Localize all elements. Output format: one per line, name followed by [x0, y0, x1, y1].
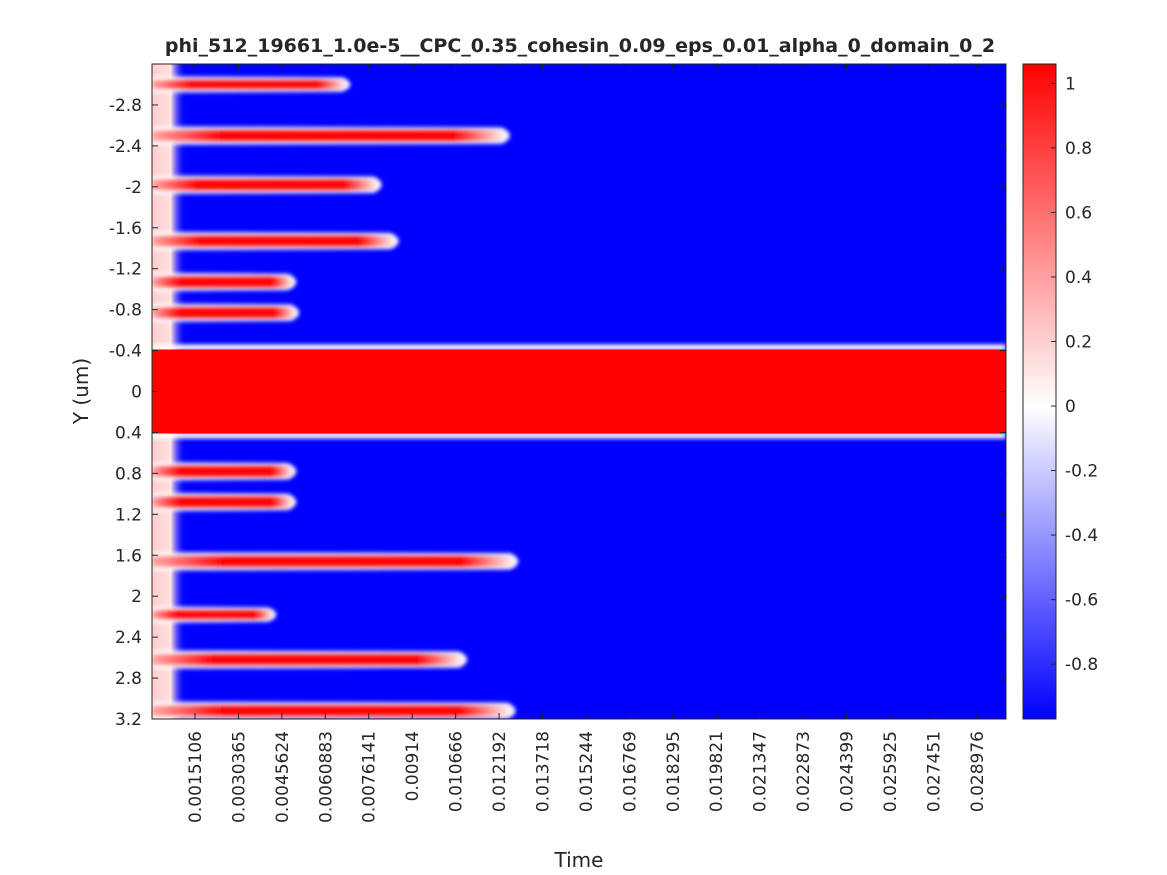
central-band-edge-top [152, 344, 1006, 351]
colorbar-tick-label: 0.2 [1065, 332, 1092, 352]
x-axis: 0.0015106 0.0030365 0.0045624 0.0060883 0.00… [186, 64, 988, 823]
y-tick-label: 2.4 [115, 628, 142, 648]
colorbar-tick-label: 0.8 [1065, 139, 1092, 159]
y-tick-label: -0.8 [109, 301, 142, 321]
decaying-red-stripe [152, 130, 507, 141]
y-tick-label: 1.2 [115, 505, 142, 525]
x-tick-label: 0.0030365 [229, 731, 249, 823]
x-tick-label: 0.018295 [664, 731, 684, 812]
x-tick-label: 0.0045624 [273, 731, 293, 823]
colorbar-gradient [1022, 63, 1057, 720]
x-axis-label: Time [554, 848, 604, 872]
y-tick-label: -0.4 [109, 342, 142, 362]
x-tick-label: 0.015244 [577, 731, 597, 812]
central-red-band [152, 349, 1006, 434]
decaying-red-stripe [152, 610, 274, 619]
colorbar-tick-label: -0.2 [1065, 462, 1098, 482]
x-tick-label: 0.022873 [794, 731, 814, 812]
decaying-red-stripe [152, 179, 379, 190]
x-tick-label: 0.013718 [534, 731, 554, 812]
x-tick-label: 0.019821 [707, 731, 727, 812]
decaying-red-stripe [152, 466, 294, 477]
decaying-red-stripe [152, 654, 465, 665]
y-tick-label: -2.8 [109, 96, 142, 116]
y-tick-label: -2.4 [109, 137, 142, 157]
colorbar-tick-label: 1 [1065, 74, 1076, 94]
decaying-red-stripe [152, 80, 348, 89]
y-tick-label: 3.2 [115, 710, 142, 730]
chart-title: phi_512_19661_1.0e-5__CPC_0.35_cohesin_0… [165, 35, 995, 57]
decaying-red-stripe [152, 276, 294, 288]
decaying-red-stripe [152, 496, 294, 508]
colorbar-tick-label: -0.8 [1065, 655, 1098, 675]
colorbar-tick-label: 0.4 [1065, 268, 1092, 288]
colorbar-tick-label: 0 [1065, 397, 1076, 417]
y-tick-label: -2 [125, 178, 142, 198]
y-axis: -2.8 -2.4 -2 -1.6 -1.2 -0.8 -0.4 0 0.4 0.8 1.2 1.6 2… [109, 96, 1006, 730]
colorbar-tick-label: -0.4 [1065, 526, 1098, 546]
decaying-red-stripe [152, 556, 516, 567]
central-band-edge-bottom [152, 432, 1006, 439]
x-tick-label: 0.010666 [447, 731, 467, 812]
decaying-red-stripe [152, 705, 513, 716]
decaying-red-stripe [152, 307, 297, 318]
colorbar-tick-label: -0.6 [1065, 591, 1098, 611]
x-tick-label: 0.012192 [490, 731, 510, 812]
y-tick-label: 0.8 [115, 464, 142, 484]
y-tick-label: 0.4 [115, 423, 142, 443]
colorbar: 1 0.8 0.6 0.4 0.2 0 -0.2 -0.4 -0.6 -0.8 [1022, 63, 1098, 720]
x-tick-label: 0.025925 [881, 731, 901, 812]
x-tick-label: 0.0060883 [316, 731, 336, 823]
x-tick-label: 0.021347 [751, 731, 771, 812]
x-tick-label: 0.027451 [924, 731, 944, 812]
y-tick-label: 2 [131, 587, 142, 607]
x-tick-label: 0.024399 [838, 731, 858, 812]
y-tick-label: 1.6 [115, 546, 142, 566]
y-tick-label: -1.6 [109, 219, 142, 239]
x-tick-label: 0.00914 [403, 731, 423, 801]
y-tick-label: 2.8 [115, 669, 142, 689]
y-tick-label: 0 [131, 383, 142, 403]
x-tick-label: 0.016769 [620, 731, 640, 812]
y-tick-label: -1.2 [109, 260, 142, 280]
heatmap-plot-area [152, 64, 1006, 719]
x-tick-label: 0.0015106 [186, 731, 206, 823]
colorbar-tick-label: 0.6 [1065, 203, 1092, 223]
x-tick-label: 0.028976 [968, 731, 988, 812]
decaying-red-stripe [152, 235, 396, 247]
y-axis-label: Y (um) [69, 358, 93, 425]
x-tick-label: 0.0076141 [360, 731, 380, 823]
